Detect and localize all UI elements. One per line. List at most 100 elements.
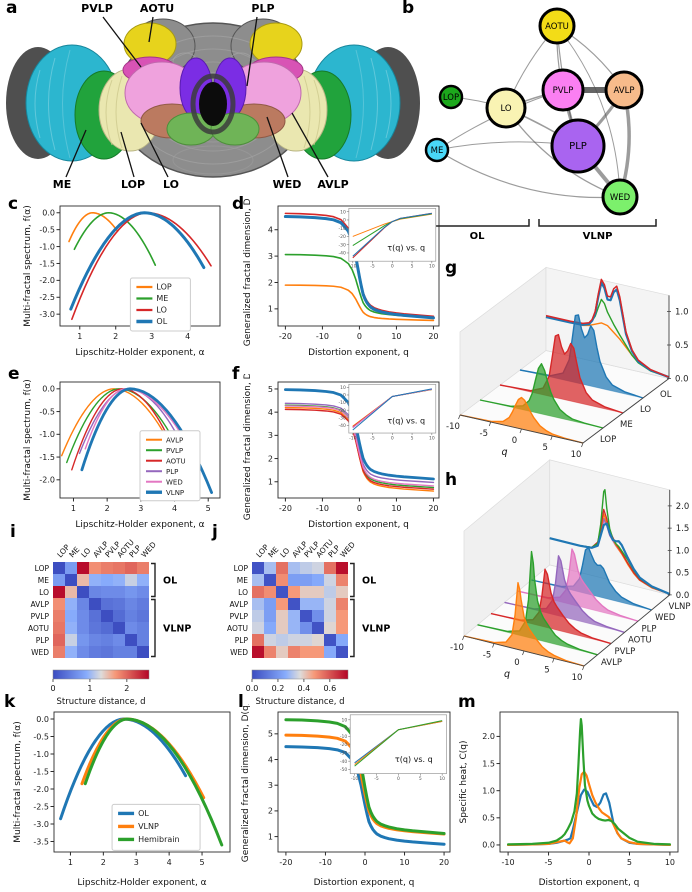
panel-i-heatmap: LOP LOP ME ME LO LO AVLP AVLP PVLP PVLP AOTU AOTU PL… [3,528,243,728]
q-tick-label: 0 [514,658,519,668]
y-tick-label: 3 [268,431,273,440]
colorbar-tick: 1 [87,684,92,693]
row-label: AVLP [230,600,249,609]
x-tick-label: 2 [105,504,110,513]
group-label-VLNP: VLNP [362,624,390,635]
legend-label: WED [166,478,183,486]
z-tick-label: 0.0 [675,375,689,385]
svg-text:10: 10 [429,436,435,442]
col-label: WED [139,540,158,560]
colorbar-tick: 0.2 [272,684,285,693]
row-label-OL: OL [660,390,672,400]
z-tick-label: 0.5 [676,569,690,579]
heatmap-grid [252,562,348,658]
bracket-label-OL: OL [470,231,486,242]
network-node-LOP: LOP [438,84,464,110]
curve-ME [73,211,157,266]
y-tick-label: 0.0 [36,715,49,724]
node-label-LOP: LOP [443,93,459,103]
panel-letter-i: i [10,522,16,542]
svg-text:-30: -30 [340,750,347,756]
panel-m-chart: -10 -5 0 5 10 0.0 0.5 1.0 1.5 2.0 Distortion expon… [456,704,684,888]
x-tick-label: -10 [316,504,329,513]
svg-text:-20: -20 [338,408,345,414]
y-tick-label: -3.0 [33,820,49,829]
x-tick-label: -20 [279,332,292,341]
legend-label: OL [156,317,167,326]
colorbar-tick: 0 [50,684,55,693]
row-label: PLP [235,636,249,645]
q-tick-label: 0 [512,436,517,446]
heatmap-grid [53,562,149,658]
panel-k-chart: 1 2 3 4 5 0.0 -0.5 -1.0 -1.5 -2.0 -2.5 -3.0 -3.5 Lips… [10,704,236,888]
colorbar-label: Structure distance, d [56,697,145,707]
y-axis-label: Specific heat, C(q) [459,741,469,824]
y-tick-label: -1.5 [39,453,55,462]
y-tick-label: 5 [268,385,273,394]
y-tick-label: 1 [268,478,273,487]
svg-text:-30: -30 [338,415,345,421]
svg-text:-10: -10 [349,436,356,442]
esophageal-foramen [199,82,227,126]
q-axis-label: q [501,447,507,458]
y-tick-label: 0.0 [42,385,55,394]
svg-text:0: 0 [391,436,394,442]
anatomy-label-AOTU: AOTU [140,2,174,15]
y-tick-label: 1.0 [482,786,495,795]
x-axis-label: Distortion exponent, q [308,520,409,530]
svg-text:-40: -40 [340,759,347,765]
heatmap-j: LOPLOPMEMELOLOAVLPAVLPPVLPPVLPAOTUAOTUPL… [227,538,390,707]
node-label-PLP: PLP [569,141,587,152]
y-tick-label: 5 [268,730,273,739]
row-label-PVLP: PVLP [615,647,636,657]
legend-label: PVLP [166,447,183,455]
colorbar-tick: 0.4 [298,684,311,693]
network-node-AOTU: AOTU [538,7,576,45]
anatomy-label-ME: ME [53,178,71,191]
svg-text:-40: -40 [338,251,345,257]
svg-text:-10: -10 [349,264,356,270]
row-label: LOP [35,564,50,573]
y-tick-label: -3.5 [33,837,49,846]
curve-VLNP [506,770,672,847]
x-axis-label: Distortion exponent, q [539,878,640,888]
y-tick-label: 0.5 [482,814,495,823]
row-label: PVLP [31,612,50,621]
y-tick-label: -2.0 [33,785,49,794]
region-network-graph: AOTU LOP LO PVLP AVLP ME PLP WED OL VLNP [424,7,657,242]
y-tick-label: -2.0 [39,476,55,485]
legend: LOP ME LO OL [129,277,191,332]
group-label-OL: OL [163,576,177,587]
chart-k: 1 2 3 4 5 0.0 -0.5 -1.0 -1.5 -2.0 -2.5 -3.0 -3.5 Lips… [13,711,231,888]
curve-AVLP [60,388,188,481]
panel-letter-c: c [8,194,19,214]
anatomy-label-PVLP: PVLP [81,2,113,15]
legend-label: AVLP [166,436,183,444]
anatomy-label-AVLP: AVLP [317,178,348,191]
x-tick-label: 1 [71,504,76,513]
wall-projection-curves [545,278,670,379]
svg-text:-10: -10 [338,226,345,232]
row-label: AVLP [31,600,50,609]
chart-l: -20 -10 0 10 20 1 2 3 4 5 Distortion exponent, q Ge… [241,702,451,888]
x-axis-label: Distortion exponent, q [314,878,415,888]
panel-e-chart: 1 2 3 4 5 0.0 -0.5 -1.0 -1.5 -2.0 Lipschitz-Holder… [20,374,226,530]
row-label-PLP: PLP [642,624,657,634]
x-tick-label: 10 [391,504,401,513]
col-label: WED [338,540,357,560]
x-tick-label: 4 [172,504,177,513]
colorbar-label: Structure distance, d [255,697,344,707]
curve-OL [59,717,188,821]
row-label-LO: LO [640,405,651,415]
row-label: WED [230,648,248,657]
x-axis-label: Lipschitz-Holder exponent, α [77,878,206,888]
row-label: PLP [36,636,50,645]
svg-text:-10: -10 [338,400,345,406]
y-axis-label: Multi-fractal spectrum, f(α) [13,721,23,842]
colorbar-tick: 0.6 [323,684,336,693]
panel-letter-l: l [238,692,244,712]
z-tick-label: 0.0 [676,591,690,601]
x-tick-label: -20 [279,504,292,513]
